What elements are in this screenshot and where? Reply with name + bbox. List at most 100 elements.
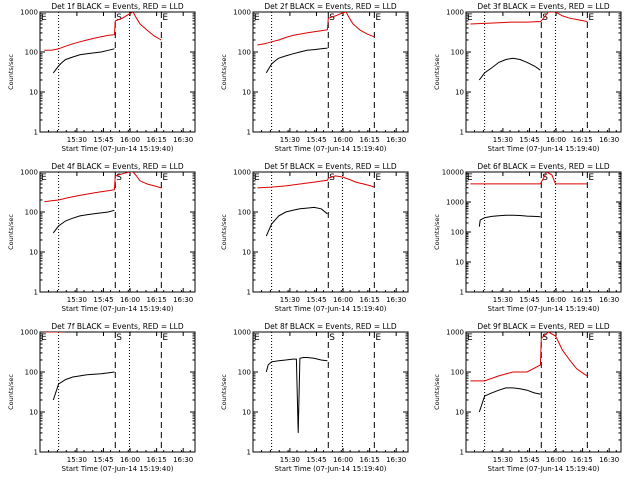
y-tick-label: 10 bbox=[29, 409, 38, 417]
x-tick-label: 16:30 bbox=[599, 136, 619, 144]
x-tick-label: 16:15 bbox=[147, 296, 167, 304]
x-tick-label: 16:00 bbox=[546, 296, 566, 304]
y-tick-label: 10 bbox=[29, 249, 38, 257]
lld-series-line bbox=[470, 12, 588, 25]
y-tick-label: 1 bbox=[460, 449, 464, 457]
plot-frame bbox=[252, 11, 409, 133]
y-tick-label: 1000 bbox=[20, 9, 38, 17]
y-tick-label: 100 bbox=[451, 369, 464, 377]
x-axis-label: Start Time (07-Jun-14 15:19:40) bbox=[275, 305, 387, 313]
events-series-line bbox=[478, 214, 541, 227]
end-marker-label: E bbox=[588, 333, 594, 343]
y-tick-label: 1 bbox=[247, 129, 251, 137]
y-tick-label: 10 bbox=[242, 409, 251, 417]
panel-title: Det 8f BLACK = Events, RED = LLD bbox=[264, 322, 397, 331]
panel-det-6: Det 6f BLACK = Events, RED = LLD 1 10 100 10… bbox=[433, 162, 622, 313]
panel-det-3: Det 3f BLACK = Events, RED = LLD 1 10 100 10… bbox=[433, 2, 622, 153]
y-tick-label: 1 bbox=[460, 289, 464, 297]
y-tick-label: 10 bbox=[242, 249, 251, 257]
y-tick-label: 10 bbox=[455, 409, 464, 417]
y-tick-label: 1000 bbox=[446, 329, 464, 337]
x-tick-label: 16:15 bbox=[573, 456, 593, 464]
x-axis-label: Start Time (07-Jun-14 15:19:40) bbox=[62, 145, 174, 153]
x-tick-label: 16:00 bbox=[333, 456, 353, 464]
x-tick-label: 16:15 bbox=[573, 136, 593, 144]
x-axis-label: Start Time (07-Jun-14 15:19:40) bbox=[488, 305, 600, 313]
x-tick-label: 15:45 bbox=[306, 456, 326, 464]
x-tick-label: 15:45 bbox=[93, 456, 113, 464]
x-tick-label: 16:00 bbox=[333, 296, 353, 304]
plot-frame bbox=[39, 171, 196, 293]
y-tick-label: 1000 bbox=[446, 199, 464, 207]
y-axis-label: Counts/sec bbox=[220, 374, 228, 410]
x-axis-label: Start Time (07-Jun-14 15:19:40) bbox=[488, 145, 600, 153]
plot-frame bbox=[465, 171, 622, 293]
start-marker-label: S bbox=[542, 333, 548, 343]
x-tick-label: 16:15 bbox=[573, 296, 593, 304]
y-tick-label: 1000 bbox=[20, 329, 38, 337]
y-axis-label: Counts/sec bbox=[7, 374, 15, 410]
y-tick-label: 10 bbox=[455, 89, 464, 97]
events-series-line bbox=[52, 209, 115, 234]
panel-title: Det 9f BLACK = Events, RED = LLD bbox=[477, 322, 610, 331]
lld-series-line bbox=[257, 175, 375, 189]
end-marker-label: E bbox=[162, 333, 168, 343]
x-tick-label: 15:45 bbox=[93, 296, 113, 304]
panel-title: Det 4f BLACK = Events, RED = LLD bbox=[51, 162, 184, 171]
y-axis-label: Counts/sec bbox=[433, 374, 441, 410]
y-tick-label: 100 bbox=[25, 49, 38, 57]
y-axis-label: Counts/sec bbox=[220, 54, 228, 90]
start-marker-label: S bbox=[542, 13, 548, 23]
y-axis-label: Counts/sec bbox=[7, 54, 15, 90]
plot-frame bbox=[252, 331, 409, 453]
edge-marker-label: E bbox=[467, 173, 473, 183]
panel-title: Det 6f BLACK = Events, RED = LLD bbox=[477, 162, 610, 171]
edge-marker-label: E bbox=[254, 173, 260, 183]
y-tick-label: 1 bbox=[34, 289, 38, 297]
x-tick-label: 16:00 bbox=[120, 296, 140, 304]
end-marker-label: E bbox=[588, 173, 594, 183]
events-series-line bbox=[265, 206, 328, 237]
events-series-line bbox=[265, 357, 328, 433]
x-tick-label: 16:00 bbox=[546, 456, 566, 464]
end-marker-label: E bbox=[375, 333, 381, 343]
start-marker-label: S bbox=[329, 13, 335, 23]
events-series-line bbox=[265, 47, 328, 74]
end-marker-label: E bbox=[162, 173, 168, 183]
edge-marker-label: E bbox=[41, 13, 47, 23]
y-tick-label: 100 bbox=[238, 209, 251, 217]
x-tick-label: 15:30 bbox=[67, 296, 87, 304]
y-tick-label: 100 bbox=[238, 369, 251, 377]
events-series-line bbox=[52, 371, 115, 401]
lld-series-line bbox=[470, 172, 588, 185]
panel-det-4: Det 4f BLACK = Events, RED = LLD 1 10 100 10… bbox=[7, 162, 196, 313]
x-axis-label: Start Time (07-Jun-14 15:19:40) bbox=[275, 465, 387, 473]
start-marker-label: S bbox=[116, 333, 122, 343]
plot-frame bbox=[252, 171, 409, 293]
x-tick-label: 16:00 bbox=[546, 136, 566, 144]
panel-det-1: Det 1f BLACK = Events, RED = LLD 1 10 100 10… bbox=[7, 2, 196, 153]
x-tick-label: 16:30 bbox=[173, 296, 193, 304]
x-axis-label: Start Time (07-Jun-14 15:19:40) bbox=[275, 145, 387, 153]
x-tick-label: 16:30 bbox=[386, 136, 406, 144]
x-tick-label: 16:15 bbox=[360, 456, 380, 464]
start-marker-label: S bbox=[116, 13, 122, 23]
panel-title: Det 7f BLACK = Events, RED = LLD bbox=[51, 322, 184, 331]
lld-series-line bbox=[257, 12, 375, 46]
y-tick-label: 100 bbox=[451, 229, 464, 237]
x-tick-label: 16:30 bbox=[599, 296, 619, 304]
end-marker-label: E bbox=[375, 13, 381, 23]
panel-det-9: Det 9f BLACK = Events, RED = LLD 1 10 100 10… bbox=[433, 322, 622, 473]
x-tick-label: 15:30 bbox=[493, 136, 513, 144]
y-tick-label: 1000 bbox=[446, 9, 464, 17]
y-tick-label: 1 bbox=[247, 289, 251, 297]
x-tick-label: 16:00 bbox=[333, 136, 353, 144]
edge-marker-label: E bbox=[254, 333, 260, 343]
x-tick-label: 16:30 bbox=[386, 296, 406, 304]
y-tick-label: 1 bbox=[247, 449, 251, 457]
start-marker-label: S bbox=[542, 173, 548, 183]
lld-series-line bbox=[470, 332, 588, 382]
panel-title: Det 3f BLACK = Events, RED = LLD bbox=[477, 2, 610, 11]
start-marker-label: S bbox=[116, 173, 122, 183]
